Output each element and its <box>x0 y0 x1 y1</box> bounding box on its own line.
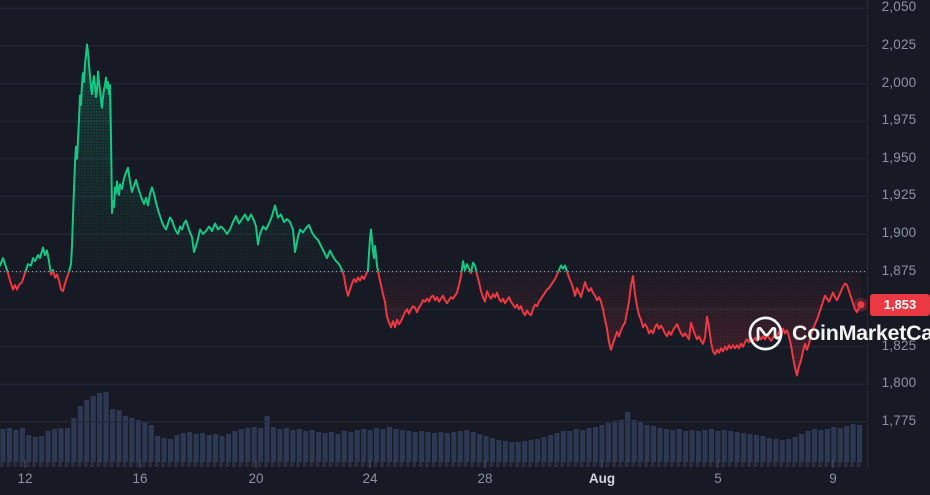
x-axis-label: 5 <box>714 471 722 486</box>
y-axis-label: 1,950 <box>881 149 917 165</box>
x-axis: 12 16 20 24 28 Aug 5 9 <box>0 468 866 492</box>
x-axis-label: 12 <box>17 471 33 486</box>
x-axis-label: 20 <box>248 471 264 486</box>
y-axis-label: 2,050 <box>881 0 917 15</box>
major-ticks <box>24 460 834 468</box>
x-axis-label: 28 <box>477 471 493 486</box>
y-axis-label: 1,875 <box>881 262 917 278</box>
y-axis-label: 1,900 <box>881 225 917 240</box>
price-area-fill <box>0 44 861 376</box>
y-axis-label: 1,975 <box>881 112 917 128</box>
current-price-badge: 1,853 <box>870 294 930 316</box>
y-axis-label: 1,800 <box>881 375 917 391</box>
y-axis-label: 1,775 <box>881 413 917 428</box>
y-axis-label: 2,000 <box>881 74 917 90</box>
y-axis-label: 1,925 <box>881 187 917 203</box>
x-axis-label: 9 <box>829 471 837 486</box>
x-axis-label: Aug <box>588 471 616 486</box>
x-axis-label: 16 <box>132 471 148 486</box>
last-price-dot <box>857 301 865 309</box>
x-axis-label: 24 <box>362 471 378 486</box>
y-axis-label: 1,825 <box>881 337 917 353</box>
price-line <box>0 43 862 377</box>
volume-bars <box>0 392 863 462</box>
y-axis: 2,050 2,025 2,000 1,975 1,950 1,925 1,900 1,875… <box>868 0 930 462</box>
y-axis-label: 2,025 <box>881 37 917 52</box>
